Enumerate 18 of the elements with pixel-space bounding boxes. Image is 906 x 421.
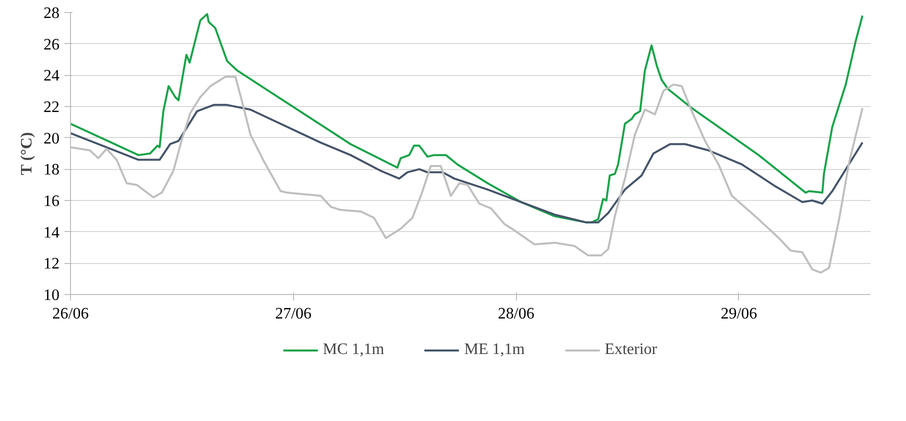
legend-label: Exterior xyxy=(604,341,658,359)
x-tick-label: 26/06 xyxy=(52,306,89,322)
y-tick-label: 12 xyxy=(44,256,60,273)
y-axis-title: T (°C) xyxy=(18,132,36,176)
y-tick-label: 26 xyxy=(44,36,60,54)
y-tick-label: 22 xyxy=(44,99,60,116)
y-tick-label: 18 xyxy=(44,162,60,179)
y-tick-label: 24 xyxy=(44,68,60,85)
x-tick-label: 29/06 xyxy=(720,306,758,322)
x-tick-label: 27/06 xyxy=(275,306,312,322)
y-tick-label: 10 xyxy=(44,287,60,304)
legend-label: ME 1,1m xyxy=(464,341,525,359)
legend-label: MC 1,1m xyxy=(322,341,384,359)
x-tick-label: 28/06 xyxy=(498,306,534,322)
y-tick-label: 28 xyxy=(44,5,60,22)
y-tick-label: 14 xyxy=(44,224,60,242)
y-tick-label: 16 xyxy=(44,193,60,210)
y-tick-label: 20 xyxy=(44,130,60,148)
